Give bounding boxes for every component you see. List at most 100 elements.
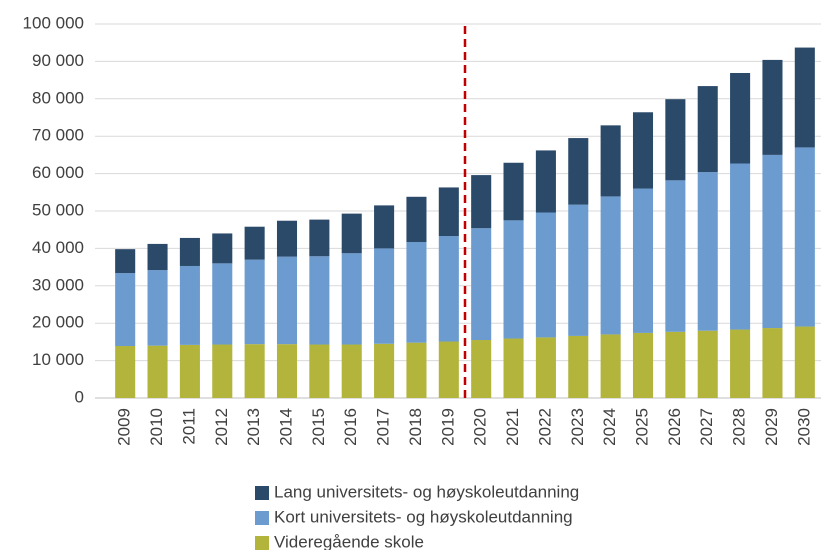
y-tick-label: 20 000 (32, 313, 84, 332)
bar-segment (503, 162, 524, 221)
x-tick-label: 2018 (406, 408, 425, 446)
bar-segment (471, 175, 492, 229)
bar-segment (697, 330, 718, 398)
bar-segment (276, 344, 298, 398)
x-tick-label: 2020 (471, 408, 490, 446)
bar-segment (115, 346, 136, 398)
bar-segment (276, 220, 298, 257)
bar-segment (762, 59, 783, 155)
bar-segment (697, 86, 718, 173)
bar-segment (568, 335, 589, 398)
legend-swatch (255, 536, 269, 550)
y-tick-label: 60 000 (32, 163, 84, 182)
y-tick-label: 80 000 (32, 88, 84, 107)
bar-segment (115, 249, 136, 274)
bar-segment (535, 150, 556, 213)
bar-segment (503, 220, 524, 339)
legend-label: Videregående skole (274, 532, 424, 550)
x-tick-label: 2025 (632, 408, 651, 446)
bar-segment (309, 344, 330, 398)
x-tick-label: 2009 (115, 408, 134, 446)
bar-segment (406, 242, 427, 343)
bar-segment (503, 338, 524, 398)
y-tick-label: 70 000 (32, 126, 84, 145)
x-tick-label: 2022 (535, 408, 554, 446)
bar-segment (794, 47, 815, 148)
y-tick-label: 0 (75, 387, 84, 406)
bar-segment (374, 343, 395, 398)
bar-segment (212, 344, 233, 398)
bar-segment (730, 163, 751, 330)
bar-segment (341, 213, 362, 254)
bar-segment (115, 273, 136, 347)
bar-segment (341, 253, 362, 345)
bar-segment (568, 204, 589, 336)
bar-segment (632, 112, 654, 189)
x-tick-label: 2023 (568, 408, 587, 446)
bar-segment (374, 248, 395, 344)
bar-segment (665, 331, 686, 398)
bar-segment (179, 344, 200, 398)
bar-segment (730, 72, 751, 164)
y-tick-label: 50 000 (32, 200, 84, 219)
bar-segment (374, 205, 395, 249)
y-tick-label: 100 000 (23, 13, 84, 32)
bar-segment (406, 342, 427, 398)
y-tick-label: 10 000 (32, 350, 84, 369)
x-tick-label: 2012 (212, 408, 231, 446)
x-tick-label: 2019 (438, 408, 457, 446)
bar-segment (471, 228, 492, 341)
bar-segment (179, 265, 200, 345)
bar-segment (600, 125, 621, 197)
bar-segment (309, 219, 330, 257)
bar-segment (179, 237, 200, 266)
bar-segment (438, 341, 459, 398)
bar-segment (212, 263, 233, 345)
bar-segment (632, 332, 654, 398)
legend-swatch (255, 511, 269, 525)
x-tick-label: 2010 (147, 408, 166, 446)
bar-segment (147, 270, 168, 346)
y-tick-label: 90 000 (32, 51, 84, 70)
x-tick-label: 2017 (374, 408, 393, 446)
bar-segment (794, 147, 815, 327)
legend-label: Lang universitets- og høyskoleutdanning (274, 482, 579, 501)
x-tick-label: 2029 (762, 408, 781, 446)
bar-segment (600, 196, 621, 335)
x-tick-label: 2021 (503, 408, 522, 446)
bar-segment (438, 187, 459, 237)
bar-segment (276, 256, 298, 345)
bar-segment (406, 196, 427, 243)
bar-segment (244, 344, 265, 398)
bar-segment (762, 154, 783, 329)
x-tick-label: 2027 (697, 408, 716, 446)
y-tick-label: 40 000 (32, 238, 84, 257)
bar-segment (244, 226, 265, 260)
bar-segment (147, 345, 168, 398)
bar-segment (665, 99, 686, 181)
bar-segment (794, 326, 815, 398)
legend-label: Kort universitets- og høyskoleutdanning (274, 507, 573, 526)
bar-segment (535, 212, 556, 338)
bar-segment (438, 236, 459, 342)
x-tick-label: 2015 (309, 408, 328, 446)
x-tick-label: 2028 (730, 408, 749, 446)
bar-segment (244, 259, 265, 345)
bar-segment (665, 180, 686, 332)
bar-segment (762, 328, 783, 398)
bar-segment (309, 256, 330, 345)
x-tick-label: 2026 (665, 408, 684, 446)
bar-segment (147, 243, 168, 271)
y-tick-label: 30 000 (32, 275, 84, 294)
bar-segment (341, 344, 362, 398)
bar-segment (471, 340, 492, 398)
bar-segment (535, 337, 556, 398)
x-tick-label: 2013 (244, 408, 263, 446)
x-tick-label: 2014 (276, 408, 295, 446)
bar-segment (697, 172, 718, 331)
bar-segment (730, 329, 751, 398)
legend-swatch (255, 486, 269, 500)
x-tick-label: 2011 (179, 408, 198, 445)
bar-segment (600, 334, 621, 398)
